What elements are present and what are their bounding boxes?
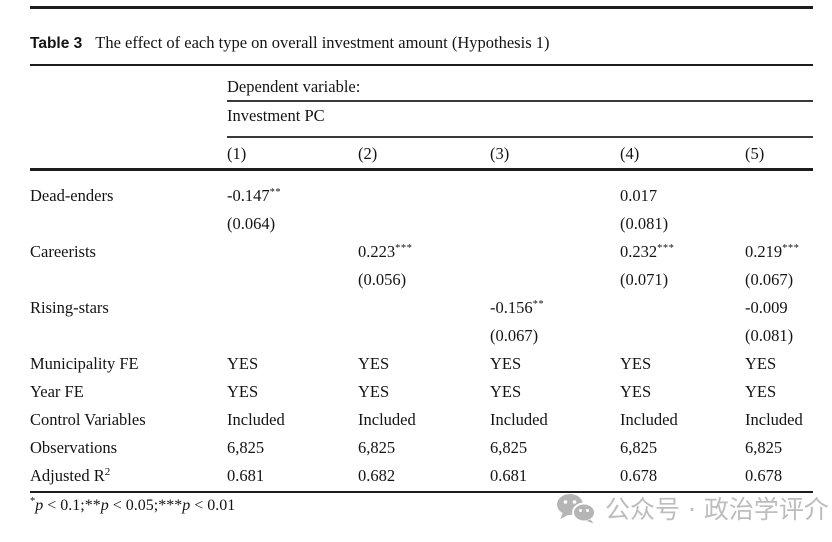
table-cell: 6,825	[620, 438, 658, 457]
table-cell: YES	[227, 382, 259, 401]
table-cell: YES	[745, 354, 777, 373]
dependent-variable-name: Investment PC	[227, 106, 325, 125]
row-label: Municipality FE	[30, 354, 139, 373]
caption-rule	[30, 64, 813, 66]
header-rule	[30, 168, 813, 171]
row-label: Careerists	[30, 242, 96, 261]
table-cell: (0.081)	[620, 214, 669, 233]
table-cell: 0.682	[358, 466, 396, 485]
row-label: Control Variables	[30, 410, 146, 429]
table-cell: 0.232***	[620, 242, 675, 261]
table-cell: 6,825	[358, 438, 396, 457]
column-header-row: (1) (2) (3) (4) (5)	[30, 140, 813, 168]
row-label: Adjusted R2	[30, 466, 111, 485]
table-cell: Included	[490, 410, 548, 429]
table-cell: 0.678	[620, 466, 658, 485]
table-cell: YES	[358, 382, 390, 401]
column-header-5: (5)	[745, 144, 765, 163]
table-cell: YES	[620, 354, 652, 373]
table-caption: Table 3 The effect of each type on overal…	[30, 33, 813, 53]
significance-note: *p < 0.1;**p < 0.05;***p < 0.01	[30, 496, 236, 514]
table-cell: YES	[227, 354, 259, 373]
row-label: Observations	[30, 438, 118, 457]
investment-pc-rule	[227, 136, 813, 138]
row-label: Rising-stars	[30, 298, 109, 317]
table-cell: YES	[490, 354, 522, 373]
watermark: 公众号 · 政治学评介	[556, 490, 829, 526]
table-cell: YES	[620, 382, 652, 401]
table-cell: Included	[227, 410, 285, 429]
table-cell: 0.681	[227, 466, 265, 485]
table-cell: 0.678	[745, 466, 783, 485]
table-cell: -0.156**	[490, 298, 545, 317]
table-cell: YES	[745, 382, 777, 401]
table-cell: 0.017	[620, 186, 658, 205]
table-cell: YES	[490, 382, 522, 401]
table-cell: (0.071)	[620, 270, 669, 289]
table-cell: (0.056)	[358, 270, 407, 289]
table-cell: (0.067)	[745, 270, 794, 289]
top-rule	[30, 6, 813, 9]
table-title-text: The effect of each type on overall inves…	[95, 33, 550, 52]
bottom-rule	[30, 491, 813, 493]
table-number: Table 3	[30, 35, 83, 52]
table-cell: 0.681	[490, 466, 528, 485]
table-cell: 6,825	[227, 438, 265, 457]
table-cell: (0.064)	[227, 214, 276, 233]
table-cell: Included	[620, 410, 678, 429]
table-cell: -0.147**	[227, 186, 282, 205]
column-header-2: (2)	[358, 144, 378, 163]
table-cell: 6,825	[745, 438, 783, 457]
table-cell: Included	[358, 410, 416, 429]
table-body: Dead-enders -0.147** 0.017 (0.064) (0.08…	[30, 182, 813, 490]
table-cell: (0.067)	[490, 326, 539, 345]
table-cell: 0.219***	[745, 242, 800, 261]
table-cell: -0.009	[745, 298, 788, 317]
row-label: Dead-enders	[30, 186, 114, 205]
column-header-1: (1)	[227, 144, 247, 163]
dependent-variable-header: Dependent variable:	[227, 77, 361, 96]
table-cell: (0.081)	[745, 326, 794, 345]
table-cell: 0.223***	[358, 242, 413, 261]
watermark-text: 公众号 · 政治学评介	[605, 495, 829, 524]
row-label: Year FE	[30, 382, 84, 401]
dependent-variable-rule	[227, 100, 813, 102]
wechat-icon	[557, 493, 596, 523]
table-cell: Included	[745, 410, 803, 429]
column-header-4: (4)	[620, 144, 640, 163]
column-header-3: (3)	[490, 144, 510, 163]
table-cell: 6,825	[490, 438, 528, 457]
table-cell: YES	[358, 354, 390, 373]
